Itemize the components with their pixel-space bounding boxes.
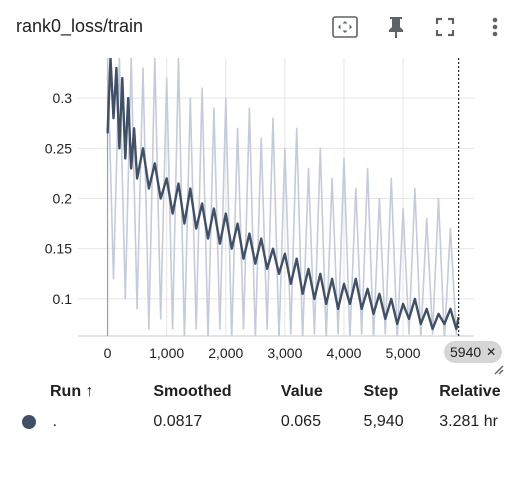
more-vert-icon[interactable] bbox=[480, 12, 510, 42]
pin-icon[interactable] bbox=[381, 12, 411, 42]
loss-chart[interactable]: 0.1 0.15 0.2 0.25 0.3 0 1,000 2,000 3,000 4,000 5… bbox=[0, 48, 529, 378]
y-tick-label: 0.25 bbox=[45, 140, 72, 156]
hover-step-badge: 5940 ✕ bbox=[444, 341, 503, 363]
column-value[interactable]: Value bbox=[280, 383, 323, 400]
x-tick-label: 3,000 bbox=[267, 345, 302, 361]
smoothed-value: 0.0817 bbox=[153, 413, 203, 430]
y-tick-label: 0.1 bbox=[53, 291, 73, 307]
run-color-dot bbox=[22, 414, 36, 429]
x-tick-label: 4,000 bbox=[326, 345, 361, 361]
y-axis: 0.1 0.15 0.2 0.25 0.3 bbox=[45, 90, 72, 307]
y-tick-label: 0.3 bbox=[53, 90, 73, 106]
x-tick-label: 0 bbox=[104, 345, 112, 361]
x-axis: 0 1,000 2,000 3,000 4,000 5,000 bbox=[104, 345, 421, 361]
runs-table: Run ↑ Smoothed Value Step Relative . 0.0… bbox=[14, 380, 529, 440]
hover-step-label: 5940 bbox=[450, 344, 482, 360]
x-tick-label: 2,000 bbox=[208, 345, 243, 361]
table-header-row: Run ↑ Smoothed Value Step Relative bbox=[14, 380, 529, 404]
table-row: . 0.0817 0.065 5,940 3.281 hr bbox=[14, 404, 529, 440]
x-tick-label: 1,000 bbox=[149, 345, 184, 361]
run-name: . bbox=[52, 413, 57, 430]
relative-value: 3.281 hr bbox=[439, 413, 498, 430]
column-run[interactable]: Run ↑ bbox=[50, 383, 94, 400]
card-title: rank0_loss/train bbox=[16, 16, 144, 36]
smoothed-series-line bbox=[106, 58, 460, 331]
raw-value: 0.065 bbox=[280, 413, 321, 430]
resize-handle-icon[interactable] bbox=[492, 362, 504, 380]
step-value: 5,940 bbox=[363, 413, 404, 430]
column-relative[interactable]: Relative bbox=[439, 383, 501, 400]
fullscreen-icon[interactable] bbox=[430, 12, 460, 42]
column-step[interactable]: Step bbox=[363, 383, 399, 400]
y-tick-label: 0.2 bbox=[53, 191, 73, 207]
x-tick-label: 5,000 bbox=[386, 345, 421, 361]
close-icon[interactable]: ✕ bbox=[486, 345, 497, 359]
column-smoothed[interactable]: Smoothed bbox=[153, 383, 232, 400]
raw-series-line bbox=[106, 58, 459, 336]
y-tick-label: 0.15 bbox=[45, 241, 72, 257]
fit-domain-icon[interactable] bbox=[330, 12, 360, 42]
